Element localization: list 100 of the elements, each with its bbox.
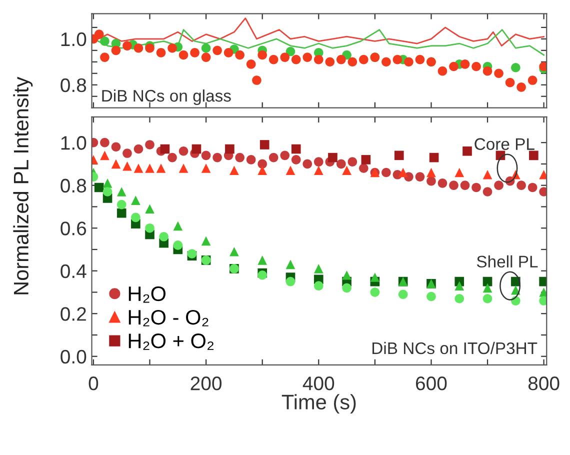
point <box>342 166 352 176</box>
point <box>173 240 183 250</box>
point <box>111 46 121 56</box>
point <box>122 41 132 50</box>
point <box>212 46 222 56</box>
point <box>460 180 470 190</box>
point <box>192 144 202 154</box>
point <box>454 294 464 304</box>
y-tick-label: 1.0 <box>61 136 86 150</box>
point <box>449 62 458 72</box>
point <box>314 166 324 176</box>
y-tick-label: 1.0 <box>61 32 86 46</box>
y-tick-label: 0.8 <box>60 178 86 193</box>
point <box>116 208 126 218</box>
point <box>102 178 112 188</box>
point <box>494 180 504 190</box>
point <box>201 236 211 246</box>
point <box>438 178 448 188</box>
point <box>131 212 140 222</box>
point <box>529 150 538 160</box>
point <box>94 30 104 39</box>
point <box>342 283 352 293</box>
point <box>314 157 324 166</box>
point <box>394 150 404 160</box>
point <box>258 50 267 60</box>
point <box>336 54 346 64</box>
point <box>314 281 324 290</box>
point <box>359 164 368 173</box>
point <box>426 176 436 186</box>
point <box>230 246 239 256</box>
point <box>145 164 154 173</box>
point <box>516 82 526 92</box>
point <box>454 281 464 290</box>
point <box>268 152 278 162</box>
point <box>201 43 211 53</box>
point <box>302 159 312 169</box>
point <box>482 283 492 293</box>
point <box>472 62 481 72</box>
point <box>370 288 380 297</box>
point <box>122 148 132 158</box>
point <box>145 223 154 233</box>
annotation: DiB NCs on glass <box>102 89 231 106</box>
point <box>462 146 472 156</box>
point <box>116 187 126 196</box>
point <box>302 52 312 62</box>
x-tick-label: 0 <box>88 376 98 390</box>
point <box>342 270 352 280</box>
point <box>482 276 492 286</box>
x-tick-label: 800 <box>528 376 560 390</box>
point <box>134 144 144 154</box>
point <box>100 36 110 46</box>
point <box>286 276 296 286</box>
point <box>168 152 177 162</box>
point <box>225 144 234 154</box>
point <box>201 164 211 173</box>
point <box>336 159 346 169</box>
legend-label: H₂O + O₂ <box>128 334 214 350</box>
point <box>482 170 492 180</box>
x-tick-label: 400 <box>302 376 334 390</box>
point <box>398 290 408 300</box>
point <box>116 200 126 210</box>
point <box>429 152 439 162</box>
point <box>258 159 267 169</box>
point <box>246 155 256 164</box>
point <box>528 76 538 85</box>
point <box>415 54 425 64</box>
point <box>505 78 515 88</box>
y-tick-label: 0.2 <box>60 307 86 321</box>
point <box>482 187 492 196</box>
point <box>482 66 492 76</box>
point <box>134 43 144 53</box>
point <box>370 272 380 282</box>
point <box>314 54 324 64</box>
point <box>348 57 358 67</box>
point <box>286 46 296 56</box>
point <box>511 62 520 72</box>
point <box>246 60 256 69</box>
point <box>426 292 436 302</box>
point <box>156 48 166 58</box>
point <box>159 232 168 242</box>
point <box>325 57 335 67</box>
point <box>201 52 211 62</box>
point <box>438 66 448 76</box>
point <box>160 144 170 154</box>
point <box>291 155 301 164</box>
annotation: Shell PL <box>476 255 538 268</box>
point <box>382 57 391 67</box>
point <box>494 68 504 78</box>
point <box>286 260 296 270</box>
point <box>472 182 481 192</box>
point <box>449 180 458 190</box>
point <box>291 144 301 154</box>
point <box>100 52 110 62</box>
y-tick-label: 0.6 <box>60 222 86 236</box>
point <box>94 182 104 192</box>
point <box>100 138 110 148</box>
point <box>235 50 244 60</box>
annotation: DiB NCs on ITO/P3HT <box>372 342 538 354</box>
point <box>426 168 436 178</box>
point <box>122 161 132 171</box>
